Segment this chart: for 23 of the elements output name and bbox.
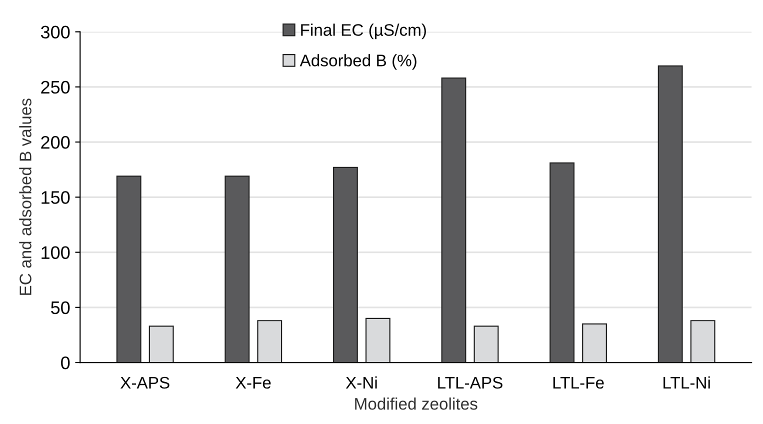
x-axis-title: Modified zeolites	[355, 398, 478, 410]
x-tick-label: LTL-Fe	[553, 377, 604, 389]
y-axis-title: EC and adsorbed B values	[19, 98, 32, 295]
bar	[658, 65, 683, 363]
y-tick-label: 300	[40, 26, 70, 39]
bar	[441, 78, 466, 363]
y-tick-label: 0	[61, 356, 70, 370]
bar	[224, 176, 250, 363]
bar	[550, 162, 575, 363]
x-tick-label: X-Fe	[236, 377, 271, 389]
x-tick-label: X-APS	[120, 376, 170, 389]
y-tick-label: 200	[41, 136, 70, 149]
x-tick-label: X-Ni	[346, 376, 377, 388]
legend-label: Final EC (µS/cm)	[301, 24, 426, 40]
x-tick-label: LTL-Ni	[664, 376, 710, 388]
y-tick-label: 250	[41, 80, 70, 94]
bar	[116, 176, 142, 363]
y-tick-label: 100	[42, 246, 70, 259]
y-tick-label: 150	[42, 191, 70, 204]
x-tick-label: LTL-APS	[438, 376, 502, 389]
bar	[332, 166, 358, 363]
legend-label: Adsorbed B (%)	[300, 54, 416, 70]
y-tick-label: 50	[51, 301, 70, 314]
